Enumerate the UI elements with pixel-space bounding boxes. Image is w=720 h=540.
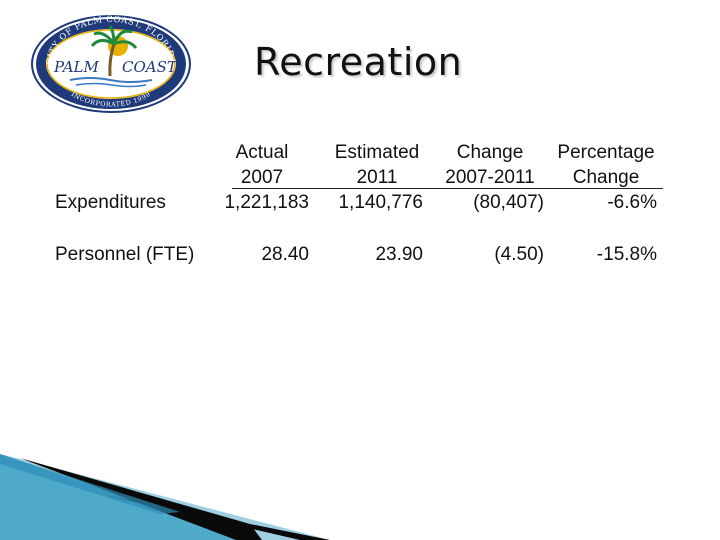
header-change: Change: [456, 142, 524, 163]
header-actual-year: 2007: [240, 167, 284, 188]
header-percentage-change: Change: [572, 167, 640, 188]
header-estimated: Estimated: [334, 142, 420, 163]
header-rule: [232, 188, 663, 189]
cell-expenditures-estimated: 1,140,776: [338, 192, 423, 213]
row-label-personnel: Personnel (FTE): [55, 244, 195, 265]
cell-expenditures-change: (80,407): [473, 192, 544, 213]
cell-expenditures-percentage: -6.6%: [607, 192, 657, 213]
logo-word-right: COAST: [122, 58, 178, 76]
header-percentage: Percentage: [557, 142, 655, 163]
header-actual: Actual: [235, 142, 289, 163]
cell-expenditures-actual: 1,221,183: [224, 192, 309, 213]
cell-personnel-change: (4.50): [494, 244, 544, 265]
palm-coast-logo: CITY OF PALM COAST, FLORIDA INCORPORATED…: [31, 15, 191, 113]
cell-personnel-actual: 28.40: [261, 244, 309, 265]
header-estimated-year: 2011: [356, 167, 398, 188]
slide-title: Recreation: [254, 40, 463, 84]
logo-word-left: PALM: [53, 58, 100, 76]
header-change-range: 2007-2011: [445, 167, 535, 188]
cell-personnel-percentage: -15.8%: [596, 244, 657, 265]
cell-personnel-estimated: 23.90: [375, 244, 423, 265]
corner-swoosh-decoration: [0, 454, 330, 540]
row-label-expenditures: Expenditures: [55, 192, 166, 213]
